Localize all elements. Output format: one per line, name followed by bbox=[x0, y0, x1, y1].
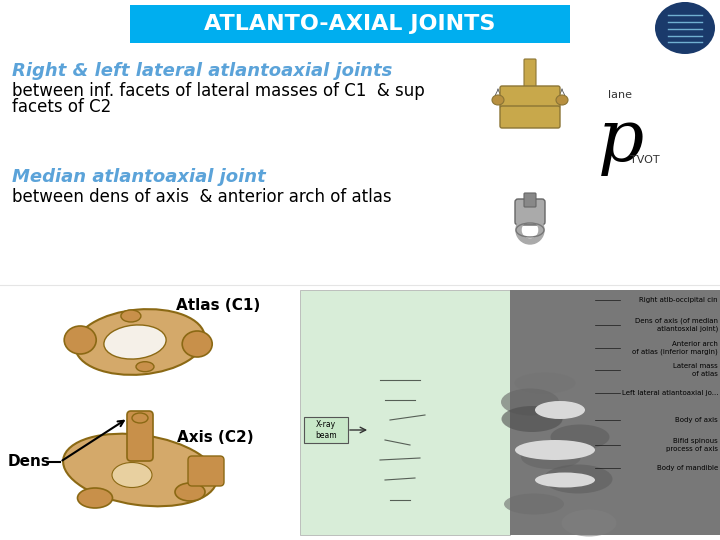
FancyBboxPatch shape bbox=[500, 106, 560, 128]
Text: between dens of axis  & anterior arch of atlas: between dens of axis & anterior arch of … bbox=[12, 188, 392, 206]
FancyBboxPatch shape bbox=[130, 5, 570, 43]
FancyBboxPatch shape bbox=[0, 290, 300, 535]
Ellipse shape bbox=[64, 326, 96, 354]
Text: Anterior arch
of atlas (inferior margin): Anterior arch of atlas (inferior margin) bbox=[632, 341, 718, 355]
Ellipse shape bbox=[556, 95, 568, 105]
FancyBboxPatch shape bbox=[300, 290, 510, 535]
Ellipse shape bbox=[523, 369, 593, 389]
Ellipse shape bbox=[529, 486, 598, 508]
Ellipse shape bbox=[538, 449, 598, 477]
Text: facets of C2: facets of C2 bbox=[12, 98, 112, 116]
Text: Dens: Dens bbox=[8, 455, 51, 469]
Ellipse shape bbox=[175, 483, 205, 501]
Ellipse shape bbox=[514, 508, 576, 534]
Ellipse shape bbox=[104, 325, 166, 359]
Text: Dens of axis (of median
atlantosxial joint): Dens of axis (of median atlantosxial joi… bbox=[635, 318, 718, 332]
Ellipse shape bbox=[655, 2, 715, 54]
Ellipse shape bbox=[132, 413, 148, 423]
Ellipse shape bbox=[136, 362, 154, 372]
Text: X-ray
beam: X-ray beam bbox=[315, 420, 337, 440]
Text: ATLANTO-AXIAL JOINTS: ATLANTO-AXIAL JOINTS bbox=[204, 14, 495, 34]
Text: between inf. facets of lateral masses of C1  & sup: between inf. facets of lateral masses of… bbox=[12, 82, 425, 100]
FancyBboxPatch shape bbox=[127, 411, 153, 461]
Ellipse shape bbox=[112, 462, 152, 488]
Ellipse shape bbox=[526, 405, 592, 431]
Circle shape bbox=[677, 2, 693, 18]
Ellipse shape bbox=[542, 433, 600, 454]
Text: Axis (C2): Axis (C2) bbox=[176, 430, 253, 445]
Ellipse shape bbox=[516, 392, 572, 412]
Ellipse shape bbox=[531, 464, 588, 485]
Text: lane: lane bbox=[608, 90, 632, 100]
Text: Left lateral atlantoaxial jo...: Left lateral atlantoaxial jo... bbox=[621, 390, 718, 396]
Ellipse shape bbox=[121, 310, 141, 322]
FancyBboxPatch shape bbox=[524, 59, 536, 91]
Ellipse shape bbox=[75, 309, 204, 375]
Ellipse shape bbox=[63, 434, 217, 507]
Ellipse shape bbox=[492, 95, 504, 105]
FancyBboxPatch shape bbox=[510, 290, 720, 535]
Text: Body of axis: Body of axis bbox=[675, 417, 718, 423]
Text: Right atlb-occipital cin: Right atlb-occipital cin bbox=[639, 297, 718, 303]
Ellipse shape bbox=[78, 488, 112, 508]
FancyBboxPatch shape bbox=[515, 199, 545, 225]
Text: Median atlantoaxial joint: Median atlantoaxial joint bbox=[12, 168, 266, 186]
Text: Right & left lateral atlantoaxial joints: Right & left lateral atlantoaxial joints bbox=[12, 62, 392, 80]
Ellipse shape bbox=[182, 331, 212, 357]
Text: TVOT: TVOT bbox=[630, 155, 660, 165]
FancyBboxPatch shape bbox=[304, 417, 348, 443]
Text: Lateral mass
of atlas: Lateral mass of atlas bbox=[673, 363, 718, 376]
Text: Body of mandible: Body of mandible bbox=[657, 465, 718, 471]
FancyBboxPatch shape bbox=[188, 456, 224, 486]
Ellipse shape bbox=[535, 472, 595, 488]
FancyBboxPatch shape bbox=[524, 193, 536, 207]
Text: Atlas (C1): Atlas (C1) bbox=[176, 298, 260, 313]
Text: p: p bbox=[598, 105, 644, 176]
Ellipse shape bbox=[535, 401, 585, 419]
FancyBboxPatch shape bbox=[500, 86, 560, 108]
Ellipse shape bbox=[515, 440, 595, 460]
Text: Bifid spinous
process of axis: Bifid spinous process of axis bbox=[666, 438, 718, 451]
